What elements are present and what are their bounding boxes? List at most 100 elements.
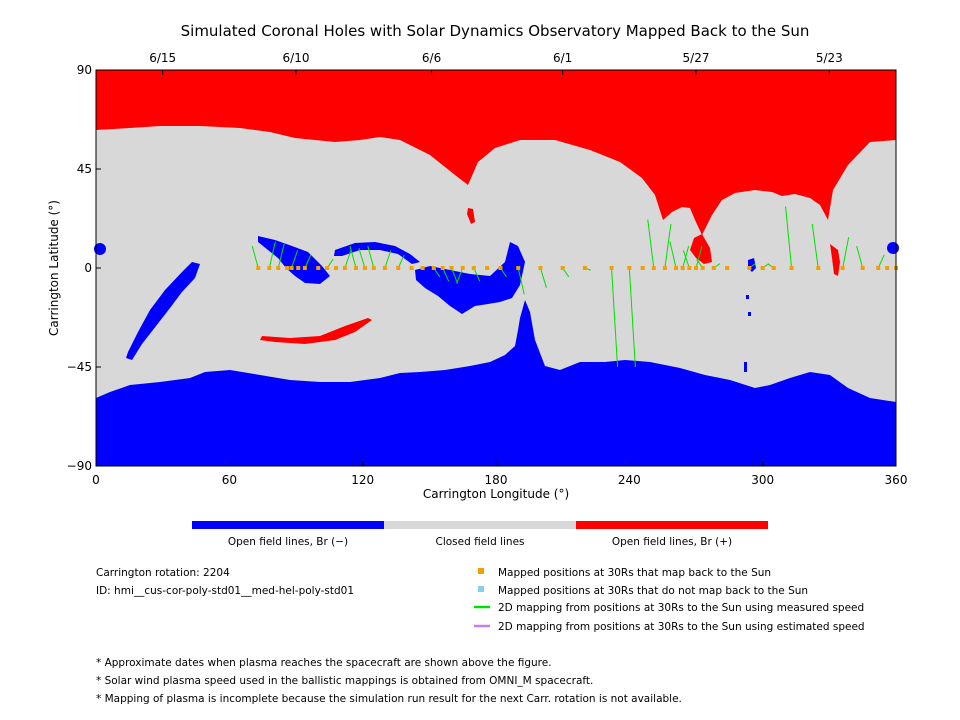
mapped-point [256, 266, 261, 270]
colorbar-label-negative: Open field lines, Br (−) [228, 536, 348, 548]
mapping-line [856, 245, 864, 269]
top-date-label: 6/6 [422, 51, 441, 65]
x-tick-label: 240 [618, 473, 641, 487]
legend-label-estimated: 2D mapping from positions at 30Rs to the… [498, 621, 865, 633]
mapping-line [877, 254, 885, 269]
top-date-label: 5/27 [683, 51, 710, 65]
mapping-line [291, 250, 299, 269]
carrington-rotation: Carrington rotation: 2204 [96, 567, 230, 579]
y-tick-label: −90 [67, 459, 92, 473]
mapped-point [267, 266, 272, 270]
mapped-point [694, 266, 698, 270]
mapped-point [771, 266, 776, 270]
x-tick-label: 0 [92, 473, 100, 487]
mapped-point [302, 266, 307, 270]
mapped-point [662, 266, 667, 270]
mapping-line [451, 267, 459, 284]
y-tick-label: 90 [77, 63, 92, 77]
mapped-point [431, 266, 436, 270]
legend-label-mapped: Mapped positions at 30Rs that map back t… [498, 567, 771, 579]
edge-blob-west [94, 243, 106, 255]
mapped-point [516, 266, 521, 270]
mapping-line [344, 250, 352, 269]
y-axis-label: Carrington Latitude (°) [47, 200, 61, 336]
legend-label-measured: 2D mapping from positions at 30Rs to the… [498, 602, 864, 614]
top-date-label: 6/1 [553, 51, 572, 65]
x-axis: 0 60 120 180 240 300 360 [92, 461, 907, 487]
mapped-point [747, 266, 752, 270]
legend: Mapped positions at 30Rs that map back t… [474, 567, 865, 633]
note-2: * Solar wind plasma speed used in the ba… [96, 675, 593, 687]
top-date-axis: 6/15 6/10 6/6 6/1 5/27 5/23 [149, 51, 843, 75]
mapping-line [664, 223, 672, 269]
mapped-point [885, 266, 890, 270]
mapping-line [473, 267, 481, 282]
chart-title: Simulated Coronal Holes with Solar Dynam… [181, 22, 810, 40]
x-tick-label: 120 [351, 473, 374, 487]
x-tick-label: 300 [751, 473, 774, 487]
y-tick-label: −45 [67, 360, 92, 374]
mapped-point [316, 266, 321, 270]
x-tick-label: 60 [222, 473, 237, 487]
colorbar-label-closed: Closed field lines [435, 536, 524, 548]
note-1: * Approximate dates when plasma reaches … [96, 657, 552, 669]
mapped-point [485, 266, 490, 270]
mapped-point [840, 266, 845, 270]
mapping-lines [251, 206, 885, 368]
mapped-point [289, 266, 294, 270]
mapping-line [695, 245, 703, 269]
y-tick-label: 0 [84, 261, 92, 275]
mapped-point [876, 266, 881, 270]
mapped-point [325, 266, 330, 270]
mapped-point [560, 266, 565, 270]
colorbar-label-positive: Open field lines, Br (+) [612, 536, 732, 548]
top-date-label: 6/15 [149, 51, 176, 65]
north-open-field-positive [96, 70, 896, 235]
mapping-line [539, 267, 547, 288]
mapped-point [700, 266, 705, 270]
x-axis-label: Carrington Longitude (°) [423, 487, 569, 501]
positive-patch-333 [830, 244, 840, 276]
mapped-point [627, 266, 632, 270]
mapped-point [440, 266, 445, 270]
mapping-line [349, 245, 357, 269]
mapped-point [285, 266, 290, 270]
x-tick-label: 360 [885, 473, 908, 487]
mapped-point [471, 266, 476, 270]
mapped-point [362, 266, 367, 270]
mapping-line [277, 243, 285, 269]
mapping-line [268, 241, 276, 269]
colorbar-negative [192, 521, 384, 529]
mapped-point [354, 266, 358, 270]
model-id: ID: hmi__cus-cor-poly-std01__med-hel-pol… [96, 585, 354, 597]
mapped-point [334, 266, 338, 270]
mapped-point [396, 266, 401, 270]
edge-blob-east [887, 242, 899, 254]
mapping-line [251, 245, 259, 269]
colorbar-closed [384, 521, 576, 529]
mapped-point [674, 266, 678, 270]
mapping-line [682, 250, 690, 269]
mapped-point [460, 266, 465, 270]
mapped-point [789, 266, 794, 270]
mapping-line [669, 241, 677, 269]
mapped-point [449, 266, 454, 270]
mapped-point [498, 266, 503, 270]
mapping-line [842, 237, 850, 269]
mapped-point [371, 266, 376, 270]
mapped-point [860, 266, 865, 270]
mapped-point [609, 266, 614, 270]
legend-label-unmapped: Mapped positions at 30Rs that do not map… [498, 585, 808, 597]
mapping-line [785, 206, 793, 269]
mapped-point [680, 266, 685, 270]
mapped-point [382, 266, 387, 270]
mapped-point [342, 266, 347, 270]
mapped-point [687, 266, 692, 270]
mapping-line [384, 250, 392, 269]
note-3: * Mapping of plasma is incomplete becaus… [96, 693, 682, 705]
mapping-line [628, 267, 636, 368]
mapped-point [640, 266, 645, 270]
mapped-point [538, 266, 543, 270]
negative-dots-295 [744, 295, 751, 372]
